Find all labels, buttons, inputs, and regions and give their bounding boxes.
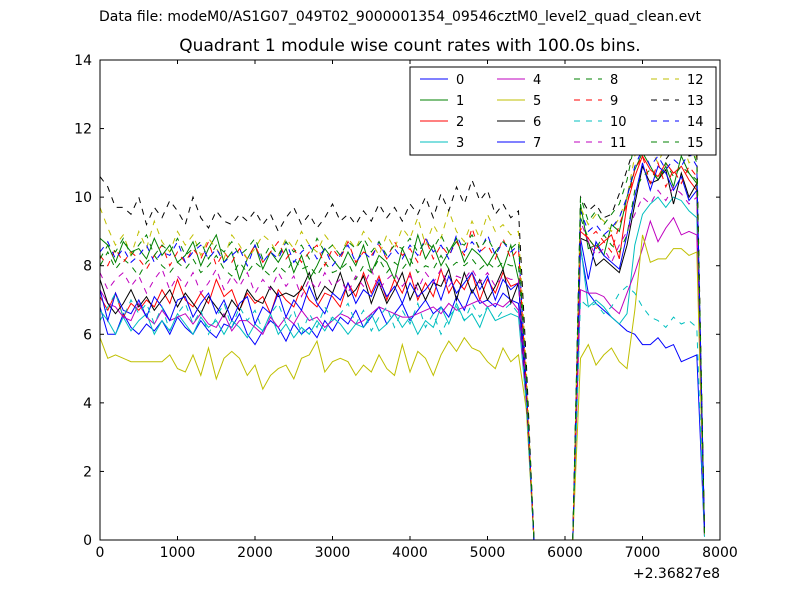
y-tick-label: 2 — [83, 464, 92, 480]
x-tick-label: 4000 — [392, 545, 428, 561]
series-line-2 — [99, 154, 705, 541]
legend-label-5: 5 — [533, 94, 541, 109]
series-line-7 — [99, 162, 705, 541]
legend-box — [409, 66, 717, 156]
series-line-10 — [99, 285, 705, 541]
series-line-9 — [99, 154, 705, 541]
legend-label-6: 6 — [533, 115, 541, 130]
x-tick-label: 3000 — [315, 545, 351, 561]
legend-label-2: 2 — [456, 115, 464, 130]
y-tick-label: 14 — [74, 53, 92, 69]
x-tick-label: 1000 — [160, 545, 196, 561]
x-offset-label: +2.36827e8 — [633, 566, 720, 582]
series-line-6 — [99, 164, 705, 541]
legend-label-11: 11 — [610, 136, 627, 151]
legend-label-12: 12 — [687, 73, 704, 88]
legend-label-9: 9 — [610, 94, 618, 109]
legend-label-1: 1 — [456, 94, 464, 109]
legend-label-4: 4 — [533, 73, 541, 88]
series-line-3 — [99, 196, 705, 541]
y-tick-label: 0 — [83, 533, 92, 549]
legend-label-0: 0 — [456, 73, 464, 88]
y-tick-label: 12 — [74, 122, 92, 138]
x-tick-label: 8000 — [702, 545, 738, 561]
legend-label-3: 3 — [456, 136, 464, 151]
series-line-12 — [99, 137, 705, 541]
legend-label-7: 7 — [533, 136, 541, 151]
x-tick-label: 5000 — [470, 545, 506, 561]
legend-label-15: 15 — [687, 136, 704, 151]
series-line-4 — [99, 216, 705, 541]
y-tick-label: 10 — [74, 190, 92, 206]
series-line-13 — [99, 127, 705, 541]
legend-label-8: 8 — [610, 73, 618, 88]
axes-layer: 0 1000 2000 3000 4000 5000 6000 7000 80000246810… — [74, 53, 738, 582]
y-tick-label: 6 — [83, 327, 92, 343]
legend-label-13: 13 — [687, 94, 704, 109]
series-layer — [99, 113, 705, 541]
series-line-14 — [99, 147, 705, 541]
x-tick-label: 0 — [96, 545, 105, 561]
x-tick-label: 2000 — [237, 545, 273, 561]
series-line-5 — [99, 234, 705, 541]
series-line-11 — [99, 186, 705, 541]
legend-label-14: 14 — [687, 115, 704, 130]
x-tick-label: 6000 — [547, 545, 583, 561]
y-tick-label: 4 — [83, 396, 92, 412]
x-tick-label: 7000 — [625, 545, 661, 561]
series-line-8 — [99, 161, 705, 541]
y-tick-label: 8 — [83, 259, 92, 275]
series-line-15 — [99, 113, 705, 541]
figure-suptitle: Data file: modeM0/AS1G07_049T02_90000013… — [99, 9, 701, 25]
chart-title: Quadrant 1 module wise count rates with … — [179, 36, 641, 56]
legend-label-10: 10 — [610, 115, 627, 130]
